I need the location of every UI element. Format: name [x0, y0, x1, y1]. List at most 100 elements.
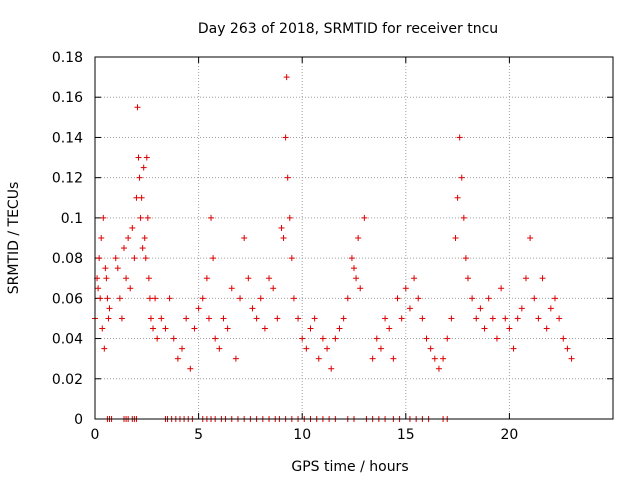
data-point — [139, 245, 146, 252]
plot-frame — [94, 56, 614, 420]
y-tick-label: 0.14 — [52, 130, 83, 146]
y-tick-label: 0.1 — [61, 211, 83, 227]
data-point — [98, 235, 105, 241]
data-point — [406, 305, 413, 312]
data-point — [332, 335, 339, 342]
data-point — [419, 315, 426, 322]
x-tick-label: 10 — [293, 427, 311, 443]
data-point — [288, 255, 295, 262]
data-point — [431, 355, 438, 362]
data-point — [241, 235, 248, 241]
y-tick-label: 0.06 — [52, 291, 83, 307]
data-point — [154, 335, 161, 342]
data-point — [510, 345, 517, 352]
data-point — [315, 355, 322, 362]
data-point — [278, 224, 285, 231]
y-tick-label: 0.12 — [52, 171, 83, 187]
data-point — [340, 315, 347, 322]
data-point — [216, 345, 223, 352]
data-point — [220, 315, 227, 322]
data-point — [280, 235, 287, 241]
data-point — [129, 224, 136, 231]
data-point — [415, 295, 422, 302]
data-point — [282, 134, 289, 141]
data-point — [290, 295, 297, 302]
data-point — [456, 134, 463, 141]
data-point — [514, 315, 521, 322]
data-point — [299, 335, 306, 342]
data-point — [245, 275, 252, 282]
data-point — [142, 255, 149, 262]
data-point — [539, 275, 546, 282]
data-points — [92, 74, 575, 422]
data-point — [283, 74, 290, 81]
y-tick-label: 0 — [74, 412, 83, 428]
data-point — [493, 335, 500, 342]
data-point — [140, 164, 147, 171]
data-point — [303, 345, 310, 352]
data-point — [324, 345, 331, 352]
data-point — [96, 255, 103, 262]
data-point — [266, 275, 273, 282]
data-point — [448, 315, 455, 322]
data-point — [427, 345, 434, 352]
data-point — [205, 315, 212, 322]
data-point — [121, 245, 128, 252]
data-point — [195, 305, 202, 312]
data-point — [568, 355, 575, 362]
data-point — [522, 275, 529, 282]
y-tick-label: 0.02 — [52, 372, 83, 388]
data-point — [402, 285, 409, 292]
y-tick-label: 0.16 — [52, 90, 83, 106]
data-point — [348, 255, 355, 262]
data-point — [527, 235, 534, 241]
data-point — [137, 214, 144, 221]
x-tick-label: 15 — [397, 427, 415, 443]
data-point — [560, 335, 567, 342]
data-point — [556, 315, 563, 322]
data-point — [369, 355, 376, 362]
data-point — [144, 214, 151, 221]
data-point — [328, 365, 335, 372]
x-tick-label: 5 — [194, 427, 203, 443]
data-point — [99, 325, 106, 332]
data-point — [123, 275, 130, 282]
data-point — [249, 305, 256, 312]
data-point — [174, 355, 181, 362]
data-point — [95, 285, 102, 292]
data-point — [543, 325, 550, 332]
data-point — [481, 325, 488, 332]
data-point — [377, 345, 384, 352]
data-point — [518, 305, 525, 312]
data-point — [138, 194, 145, 201]
data-point — [382, 315, 389, 322]
data-point — [224, 325, 231, 332]
data-point — [547, 305, 554, 312]
data-point — [145, 275, 152, 282]
data-point — [135, 154, 142, 161]
data-point — [191, 325, 198, 332]
data-point — [295, 315, 302, 322]
data-point — [286, 214, 293, 221]
data-point — [141, 235, 148, 241]
data-point — [199, 295, 206, 302]
data-point — [170, 335, 177, 342]
data-point — [458, 174, 465, 181]
data-point — [386, 325, 393, 332]
data-point — [261, 325, 268, 332]
data-point — [498, 285, 505, 292]
grid-lines — [95, 57, 613, 419]
data-point — [462, 255, 469, 262]
x-axis-title: GPS time / hours — [291, 459, 408, 475]
data-point — [112, 255, 119, 262]
data-point — [535, 315, 542, 322]
data-point — [502, 315, 509, 322]
data-point — [460, 214, 467, 221]
data-point — [114, 265, 121, 272]
data-point — [125, 235, 132, 241]
data-point — [311, 315, 318, 322]
data-point — [270, 285, 277, 292]
data-point — [506, 325, 513, 332]
x-tick-label: 20 — [500, 427, 518, 443]
data-point — [162, 325, 169, 332]
